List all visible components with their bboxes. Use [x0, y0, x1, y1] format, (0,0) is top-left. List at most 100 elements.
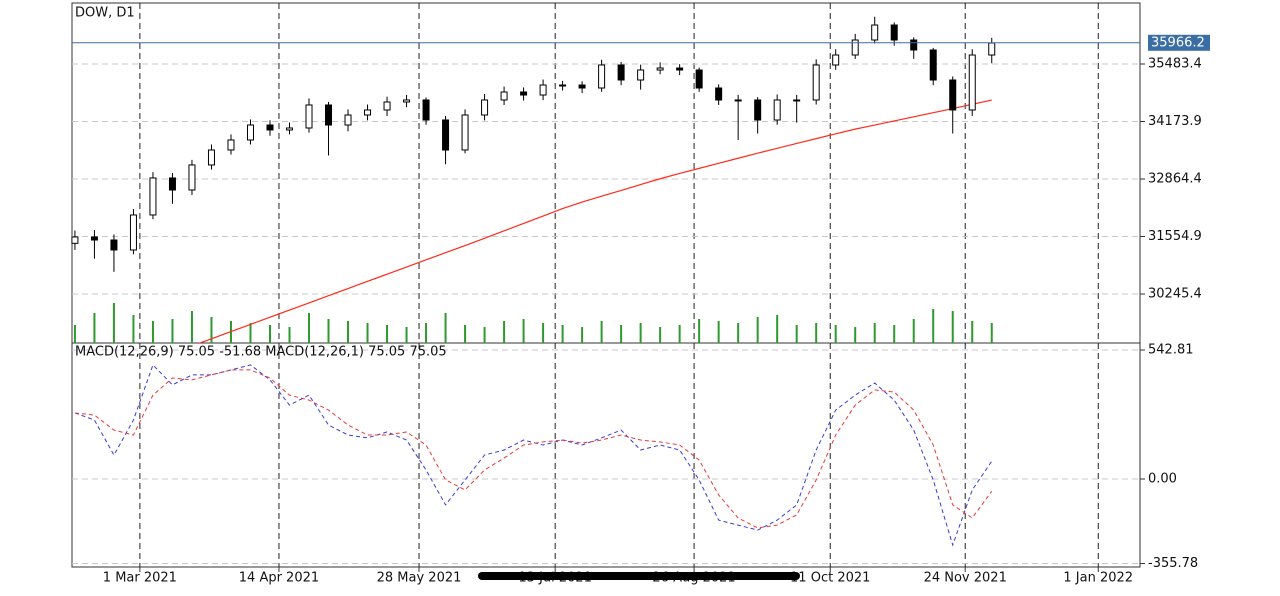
volume-bar: [386, 325, 389, 343]
y-tick-label: 0.00: [1148, 472, 1177, 487]
candle-body: [188, 164, 196, 191]
candle-body: [481, 99, 489, 116]
y-tick-label: 34173.9: [1148, 114, 1202, 129]
volume-bar: [678, 325, 681, 343]
volume-bar: [834, 325, 837, 343]
candle-body: [754, 99, 762, 121]
volume-bar: [542, 323, 545, 343]
x-tick-label: 1 Mar 2021: [103, 571, 177, 586]
y-tick-label: 542.81: [1148, 343, 1194, 358]
volume-bar: [190, 311, 193, 343]
volume-bar: [912, 319, 915, 343]
y-tick-label: 31554.9: [1148, 229, 1202, 244]
candle-body: [832, 54, 840, 66]
candle-body: [539, 84, 547, 96]
volume-bar: [444, 313, 447, 343]
candle-body: [383, 101, 391, 111]
volume-bar: [873, 323, 876, 343]
candle-body: [168, 177, 176, 191]
candle-body: [207, 149, 215, 166]
volume-bar: [327, 319, 330, 343]
candle-body: [227, 139, 235, 151]
candle-body: [676, 67, 684, 71]
volume-bar: [132, 315, 135, 343]
volume-bar: [620, 325, 623, 343]
candle-body: [559, 84, 567, 87]
candle-body: [442, 119, 450, 151]
candle-body: [500, 91, 508, 101]
volume-bar: [151, 321, 154, 343]
volume-bar: [659, 327, 662, 343]
candle-body: [598, 64, 606, 89]
volume-bar: [854, 327, 857, 343]
candle-body: [637, 69, 645, 81]
y-tick-label: 32864.4: [1148, 171, 1202, 186]
candle-body: [129, 214, 137, 251]
candle-body: [871, 24, 879, 41]
candle-body: [266, 124, 274, 131]
x-tick-label: 11 Oct 2021: [790, 571, 870, 586]
candle-body: [520, 91, 528, 96]
x-tick-label: 14 Apr 2021: [239, 571, 319, 586]
candle-body: [695, 69, 703, 89]
chart-title: DOW, D1: [75, 6, 135, 21]
volume-bar: [464, 325, 467, 343]
candle-body: [110, 239, 118, 251]
moving-average: [198, 99, 992, 343]
volume-bar: [990, 323, 993, 343]
volume-bar: [425, 323, 428, 343]
volume-bar: [893, 325, 896, 343]
candle-body: [890, 24, 898, 41]
volume-bar: [405, 327, 408, 343]
candle-body: [812, 64, 820, 101]
volume-bar: [171, 319, 174, 343]
candle-body: [246, 124, 254, 141]
candle-body: [344, 114, 352, 126]
volume-bar: [522, 319, 525, 343]
macd-line: [74, 369, 993, 529]
candle-body: [578, 84, 586, 89]
indicator-title: MACD(12,26,9) 75.05 -51.68 MACD(12,26,1)…: [75, 345, 447, 360]
y-tick-label: -355.78: [1148, 556, 1198, 571]
candle-body: [461, 114, 469, 151]
volume-bar: [776, 315, 779, 343]
candle-body: [403, 99, 411, 103]
volume-bar: [600, 321, 603, 343]
volume-bar: [795, 325, 798, 343]
scrollbar[interactable]: [478, 572, 800, 580]
volume-bar: [639, 323, 642, 343]
candle-body: [656, 67, 664, 71]
volume-bar: [112, 303, 115, 343]
volume-bar: [581, 327, 584, 343]
volume-bar: [347, 321, 350, 343]
volume-bar: [717, 321, 720, 343]
x-tick-label: 1 Jan 2022: [1063, 571, 1133, 586]
y-tick-label: 30245.4: [1148, 286, 1202, 301]
candle-body: [286, 127, 294, 131]
volume-bar: [951, 311, 954, 343]
volume-bar: [756, 317, 759, 343]
candle-body: [734, 99, 742, 102]
candle-body: [364, 109, 372, 116]
volume-bar: [932, 309, 935, 343]
y-tick-label: 35483.4: [1148, 56, 1202, 71]
candle-body: [305, 104, 313, 129]
candle-body: [325, 104, 333, 126]
candle-body: [910, 39, 918, 51]
candle-body: [851, 39, 859, 56]
candle-body: [715, 87, 723, 101]
volume-bar: [73, 325, 76, 343]
x-tick-label: 28 May 2021: [377, 571, 462, 586]
volume-bar: [815, 323, 818, 343]
candle-body: [929, 49, 937, 81]
candle-body: [793, 99, 801, 102]
volume-bar: [288, 327, 291, 343]
candle-body: [968, 54, 976, 111]
volume-bar: [483, 327, 486, 343]
candle-body: [71, 236, 79, 244]
candle-body: [90, 236, 98, 241]
volume-bar: [308, 313, 311, 343]
